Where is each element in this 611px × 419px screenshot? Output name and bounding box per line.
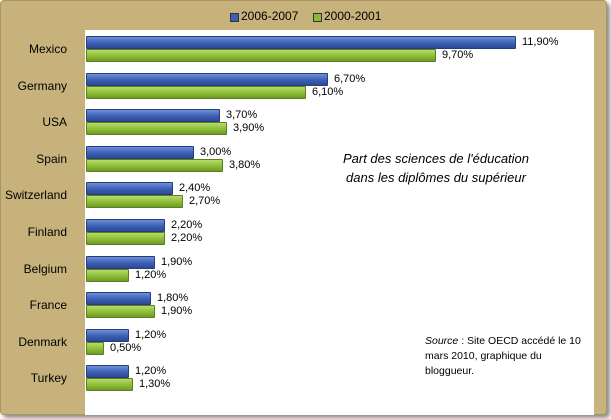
bar-germany-2000-2001 (86, 86, 306, 99)
bar-mexico-2006-2007 (86, 36, 516, 49)
value-label-switzerland-2000-2001: 2,70% (189, 195, 221, 207)
value-label-mexico-2006-2007: 11,90% (522, 36, 559, 48)
bar-usa-2000-2001 (86, 122, 227, 135)
category-label-mexico: Mexico (28, 42, 67, 56)
value-label-spain-2006-2007: 3,00% (200, 146, 232, 158)
bar-germany-2006-2007 (86, 73, 328, 86)
bar-switzerland-2000-2001 (86, 195, 183, 208)
bar-belgium-2000-2001 (86, 269, 129, 282)
value-label-turkey-2000-2001: 1,30% (139, 378, 171, 390)
value-label-germany-2000-2001: 6,10% (312, 86, 344, 98)
value-label-mexico-2000-2001: 9,70% (442, 49, 474, 61)
category-label-spain: Spain (36, 151, 67, 166)
bar-switzerland-2006-2007 (86, 182, 173, 195)
source-note: Source : Site OECD accédé le 10 mars 201… (425, 334, 585, 379)
category-label-usa: USA (42, 115, 67, 130)
value-label-finland-2000-2001: 2,20% (171, 232, 203, 244)
bar-france-2006-2007 (86, 292, 151, 305)
legend-label-2006-2007: 2006-2007 (241, 9, 299, 23)
value-label-germany-2006-2007: 6,70% (334, 73, 366, 85)
value-label-denmark-2006-2007: 1,20% (135, 329, 167, 341)
bar-finland-2000-2001 (86, 232, 165, 245)
value-label-switzerland-2006-2007: 2,40% (179, 182, 211, 194)
value-label-france-2006-2007: 1,80% (157, 292, 189, 304)
bar-turkey-2000-2001 (86, 378, 133, 391)
category-label-germany: Germany (17, 78, 67, 93)
value-label-france-2000-2001: 1,90% (161, 305, 193, 317)
category-label-turkey: Turkey (30, 371, 67, 386)
bar-spain-2000-2001 (86, 159, 223, 172)
bar-denmark-2006-2007 (86, 329, 129, 342)
category-label-denmark: Denmark (18, 334, 67, 349)
bar-denmark-2000-2001 (86, 342, 104, 355)
source-label: Source (425, 335, 459, 347)
value-label-spain-2000-2001: 3,80% (229, 159, 261, 171)
value-label-usa-2006-2007: 3,70% (226, 109, 258, 121)
category-label-finland: Finland (27, 225, 67, 239)
source-text: : Site OECD accédé le 10 mars 2010, grap… (425, 335, 581, 377)
bar-mexico-2000-2001 (86, 49, 436, 62)
bar-usa-2006-2007 (86, 109, 220, 122)
bar-finland-2006-2007 (86, 219, 165, 232)
value-label-belgium-2000-2001: 1,20% (135, 269, 167, 281)
bar-spain-2006-2007 (86, 146, 194, 159)
bar-france-2000-2001 (86, 305, 155, 318)
category-label-switzerland: Switzerland (4, 188, 67, 203)
legend-label-2000-2001: 2000-2001 (324, 9, 382, 23)
bar-turkey-2006-2007 (86, 365, 129, 378)
value-label-turkey-2006-2007: 1,20% (135, 365, 167, 377)
value-label-denmark-2000-2001: 0,50% (110, 342, 142, 354)
category-label-france: France (29, 298, 67, 313)
chart-title: Part des sciences de l'éducation dans le… (342, 151, 530, 185)
value-label-usa-2000-2001: 3,90% (233, 122, 265, 134)
category-label-belgium: Belgium (23, 261, 67, 276)
legend-swatch-2006-2007 (230, 13, 239, 22)
bar-belgium-2006-2007 (86, 256, 155, 269)
value-label-belgium-2006-2007: 1,90% (161, 256, 193, 268)
value-label-finland-2006-2007: 2,20% (171, 219, 203, 231)
legend-swatch-2000-2001 (313, 13, 322, 22)
